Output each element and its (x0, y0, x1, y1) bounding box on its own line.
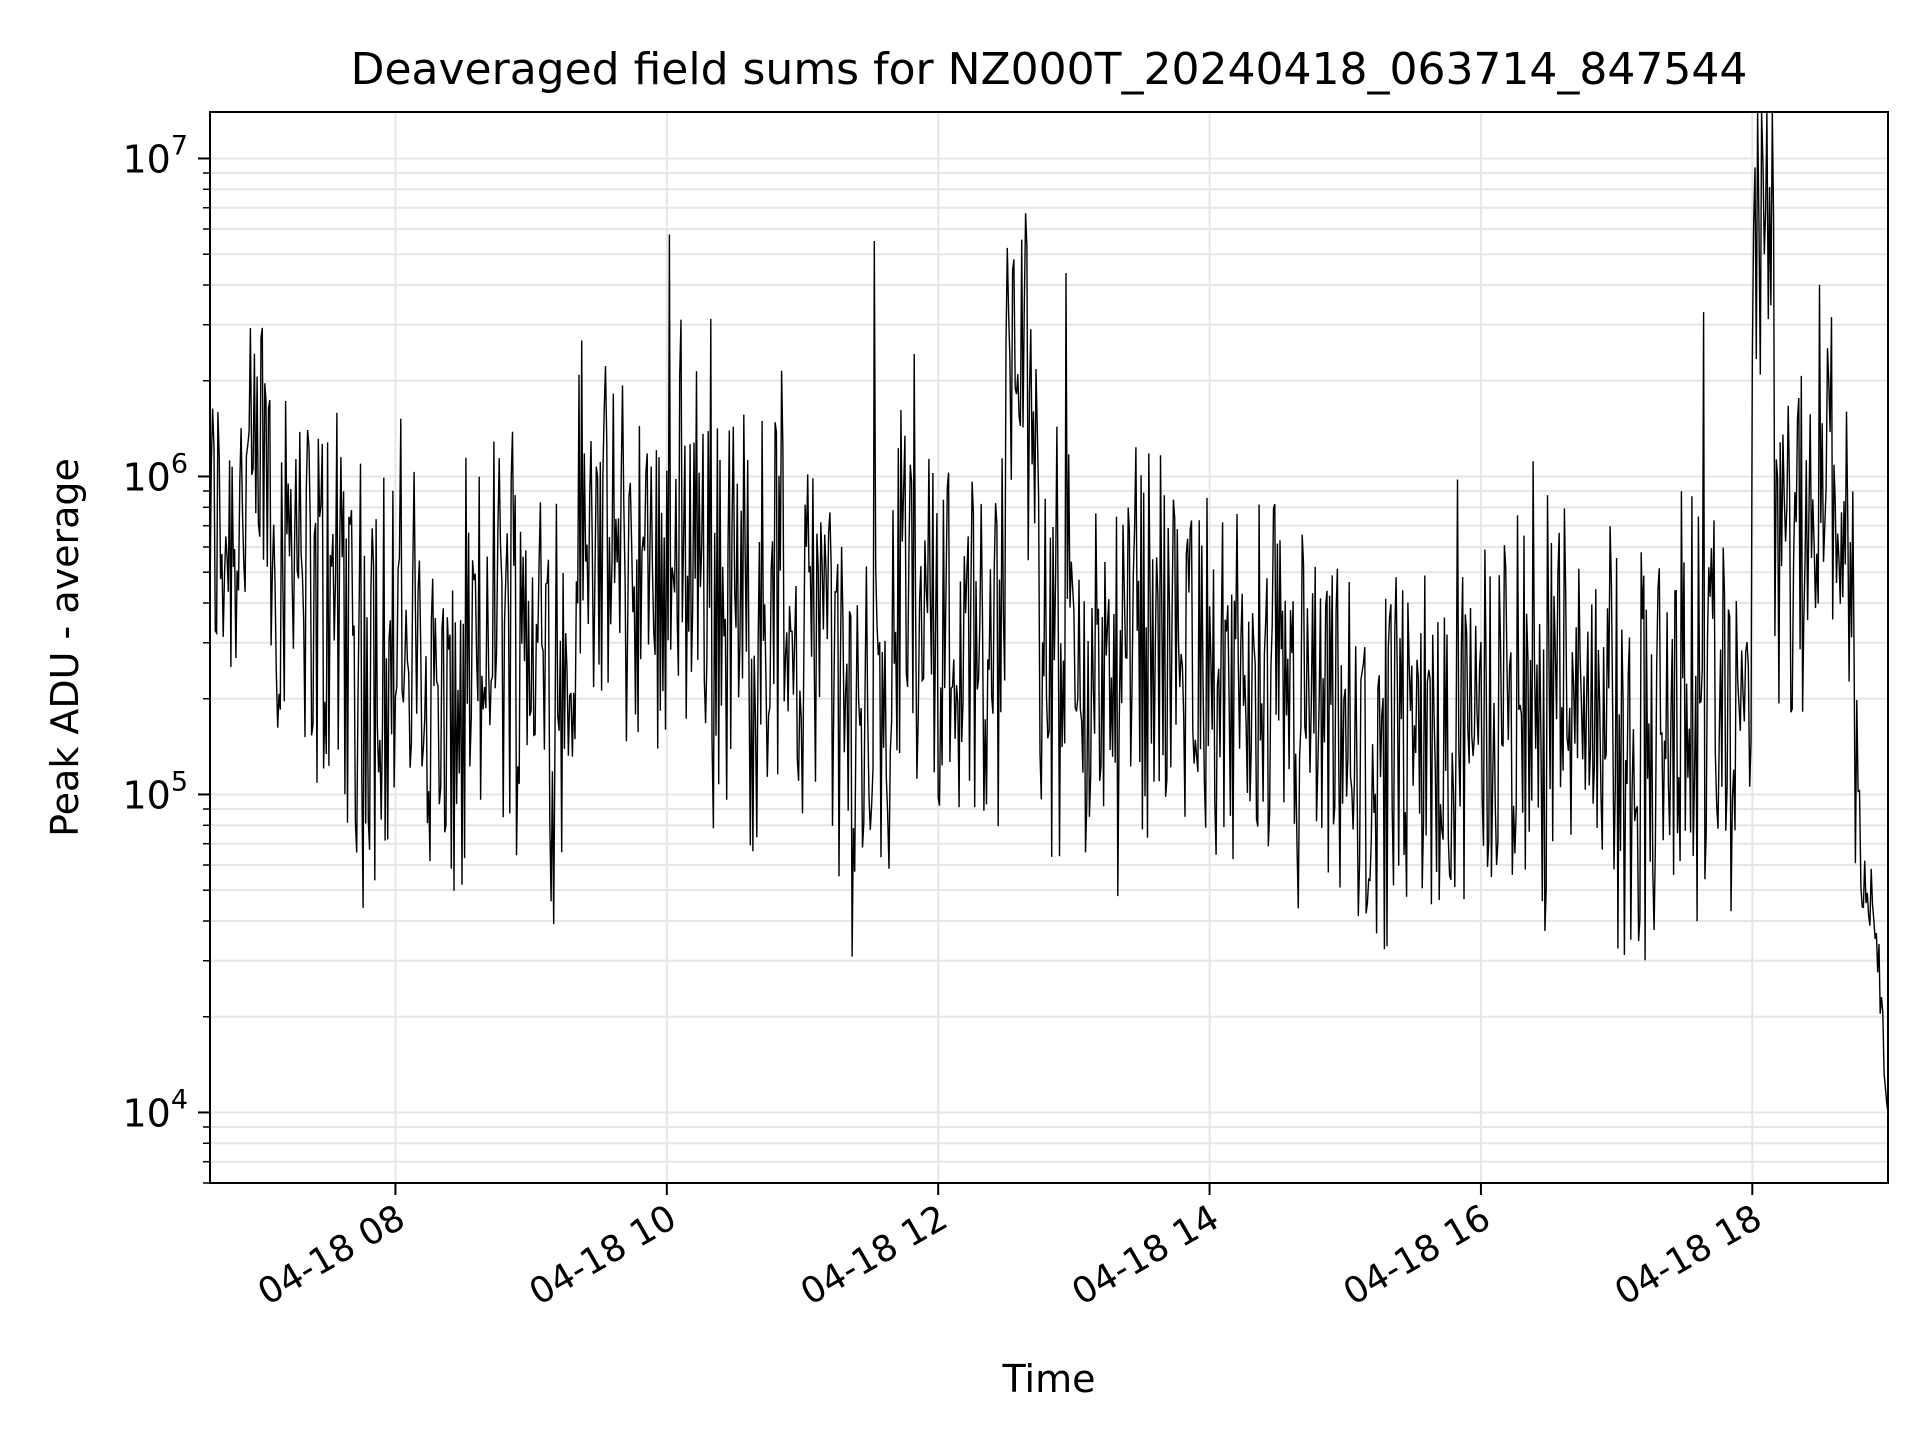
y-tick-label: 105 (122, 766, 188, 817)
chart-title: Deaveraged field sums for NZ000T_2024041… (351, 44, 1748, 95)
grid-lines (210, 112, 1888, 1184)
y-tick-label: 106 (122, 448, 188, 499)
plot-frame (209, 111, 1889, 1184)
x-axis-label: Time (1002, 1357, 1096, 1401)
y-tick-label: 104 (122, 1084, 188, 1135)
y-tick-label: 107 (122, 130, 188, 181)
series-layer (209, 111, 1889, 1113)
series-line (209, 111, 1889, 1113)
y-axis-label: Peak ADU - average (43, 458, 87, 837)
